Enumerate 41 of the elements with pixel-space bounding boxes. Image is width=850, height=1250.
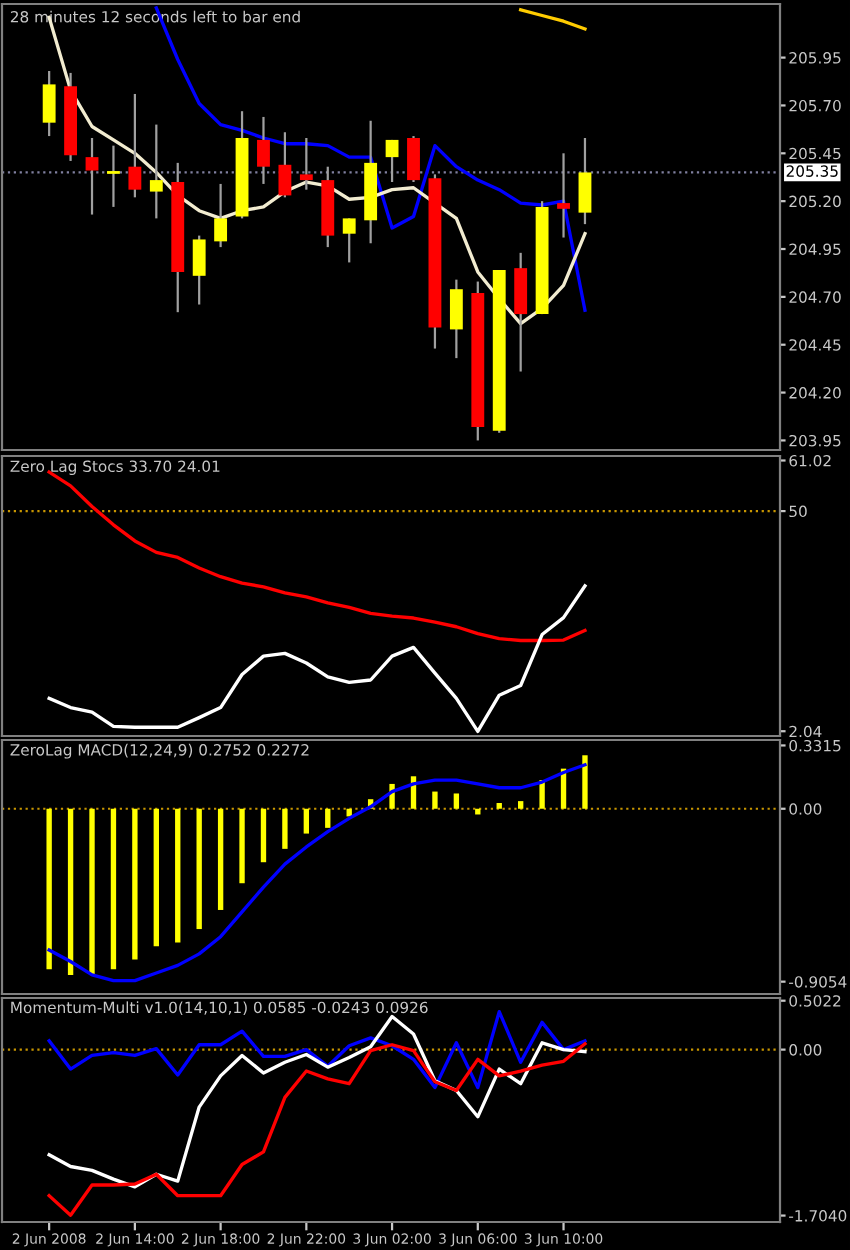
candlestick <box>578 136 592 226</box>
bar <box>432 791 438 809</box>
bar <box>217 808 224 910</box>
line-series <box>47 763 587 983</box>
candlestick <box>257 115 270 186</box>
candlestick <box>449 278 463 360</box>
bar <box>67 808 74 975</box>
bar <box>46 808 52 970</box>
bar <box>325 808 331 828</box>
candlestick <box>407 134 420 184</box>
line-series <box>47 584 587 734</box>
bar <box>282 808 288 849</box>
bar <box>89 808 95 975</box>
bar <box>582 755 588 809</box>
line-series <box>47 1042 587 1217</box>
candlestick <box>557 152 570 239</box>
candlestick <box>42 69 56 138</box>
candlestick <box>299 136 313 191</box>
bar <box>453 793 460 809</box>
bar <box>196 808 202 930</box>
bar <box>175 808 181 943</box>
bar <box>110 808 117 970</box>
candlestick <box>149 123 163 220</box>
bar <box>260 808 267 863</box>
bar <box>517 801 524 809</box>
bar <box>153 808 159 947</box>
bar <box>132 808 138 960</box>
bar <box>496 803 502 809</box>
candlestick <box>214 182 228 249</box>
bar <box>239 808 245 884</box>
line-series <box>47 1014 587 1189</box>
candlestick <box>514 251 528 373</box>
line-series <box>519 8 587 31</box>
bar <box>303 808 310 834</box>
candlestick <box>192 234 206 306</box>
candlestick <box>385 138 399 184</box>
candlestick <box>105 144 122 209</box>
candlestick <box>278 131 292 199</box>
candlestick <box>85 136 99 216</box>
candlestick <box>128 92 142 199</box>
candlestick <box>342 217 356 264</box>
